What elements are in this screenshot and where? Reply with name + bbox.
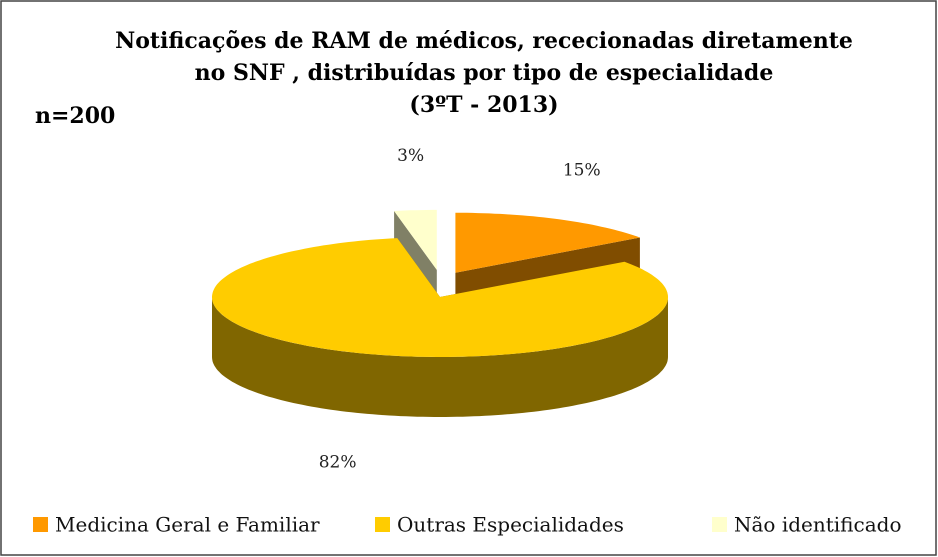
data-label: 15%	[563, 161, 601, 181]
chart-title: Notificações de RAM de médicos, rececion…	[115, 28, 853, 54]
legend-swatch	[33, 517, 48, 532]
annotation: n=200	[35, 103, 115, 129]
legend-label: Não identificado	[734, 513, 901, 537]
slice	[455, 212, 640, 273]
chart-title: (3ºT - 2013)	[409, 92, 558, 118]
data-label: 3%	[397, 146, 424, 166]
chart-title: no SNF , distribuídas por tipo de especi…	[195, 60, 774, 86]
slice	[212, 238, 668, 357]
legend-label: Medicina Geral e Familiar	[55, 513, 320, 537]
legend-swatch	[375, 517, 390, 532]
slice	[394, 209, 437, 270]
legend-label: Outras Especialidades	[397, 513, 624, 537]
data-label: 82%	[319, 452, 357, 472]
legend-swatch	[712, 517, 727, 532]
